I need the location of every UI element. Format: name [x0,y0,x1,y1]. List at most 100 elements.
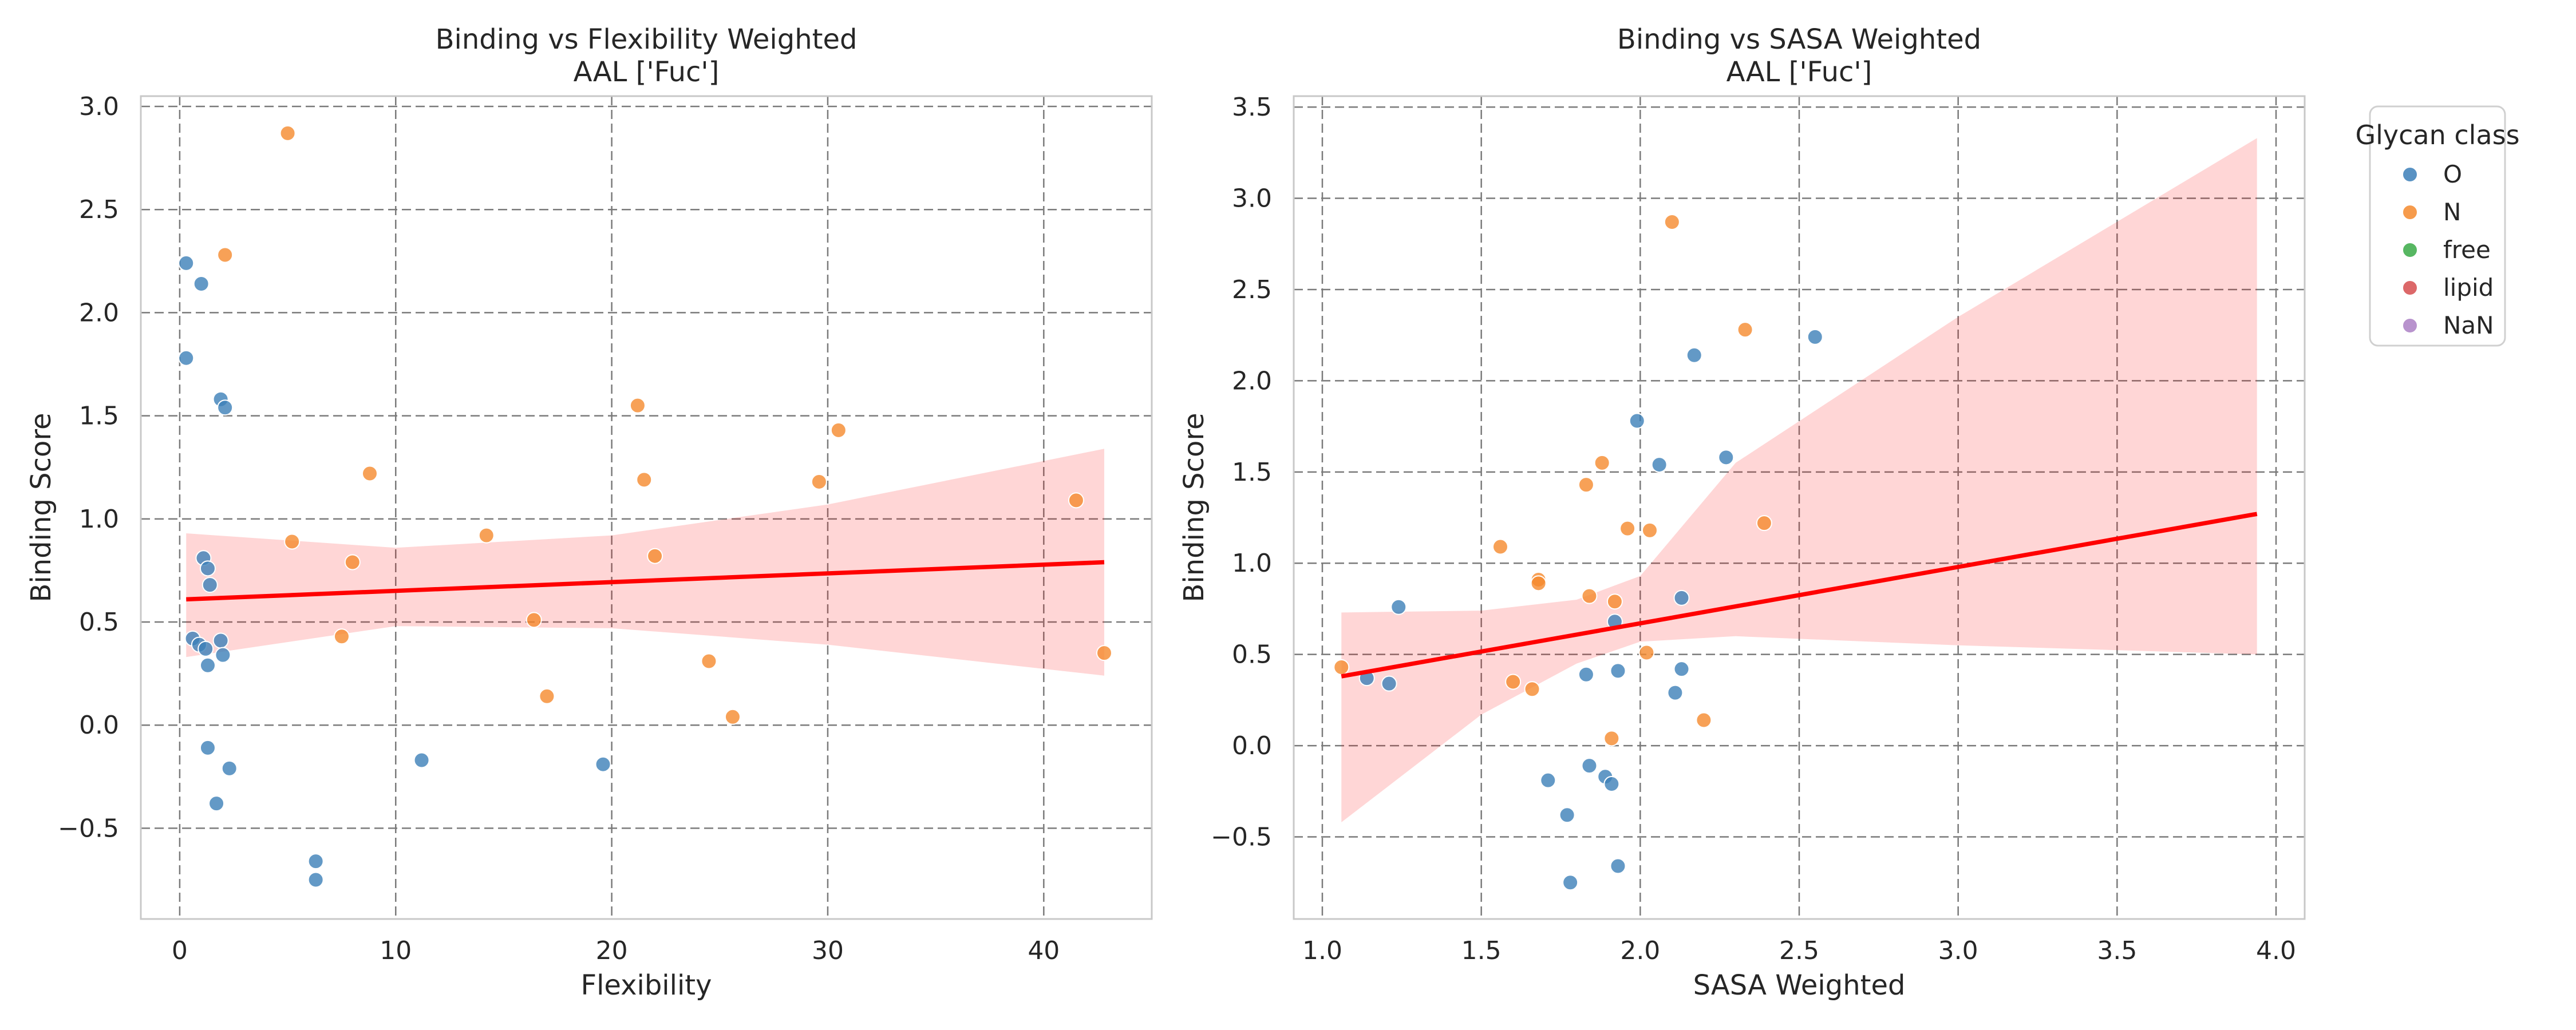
chart-title: Binding vs SASA Weighted [1617,23,1981,56]
y-tick-label: 2.5 [1232,275,1272,304]
y-tick-label: 3.5 [1232,93,1272,122]
data-point [1096,645,1112,661]
data-point [199,739,216,756]
data-point [1606,593,1623,610]
confidence-band [186,449,1104,676]
data-point [178,350,195,366]
data-point [1492,538,1508,555]
x-tick-label: 0 [172,936,188,965]
plot-area [141,96,1152,919]
data-point [1578,666,1594,683]
data-point [1068,492,1084,509]
chart-subtitle: AAL ['Fuc'] [574,56,720,88]
legend-entry-label: lipid [2443,274,2494,302]
data-point [193,275,210,292]
data-point [217,247,234,263]
data-point [724,708,741,725]
y-tick-label: 3.0 [1232,184,1272,213]
data-point [647,548,663,564]
data-point [1756,515,1772,532]
regression-line [1341,512,2258,679]
data-point [636,472,653,488]
data-point [526,612,542,628]
data-point [279,125,296,141]
data-point [221,760,238,777]
x-tick-label: 1.0 [1302,936,1342,965]
data-point [1807,328,1823,345]
data-point [1381,675,1397,692]
y-tick-label: 0.5 [1232,640,1272,670]
data-point [333,628,350,645]
data-point [1505,674,1522,690]
y-axis-label: Binding Score [25,413,57,602]
data-point [215,647,231,663]
data-point [413,752,430,768]
y-tick-label: 2.0 [79,298,119,327]
chart-panel-2: 1.0 1.5 2.0 2.5 3.0 3.5 4.0 −0.5 0.0 0.5 1.0 1.5 2.0… [1178,23,2306,1001]
data-point [1524,681,1540,698]
legend-marker [2402,280,2418,296]
data-point [1603,776,1620,793]
legend-title: Glycan class [2355,120,2519,150]
data-point [1673,589,1690,606]
data-point [1578,477,1594,493]
y-tick-label: 3.0 [79,92,119,121]
x-tick-label: 40 [1028,936,1060,965]
legend-entry-label: N [2443,198,2461,226]
y-tick-label: 1.5 [79,402,119,431]
data-point [1673,661,1690,678]
regression-line [186,560,1105,602]
data-point [701,653,717,670]
data-point [202,577,218,593]
data-point [1530,575,1547,592]
chart-subtitle: AAL ['Fuc'] [1726,56,1872,88]
data-point [478,527,495,544]
y-tick-label: −0.5 [58,814,119,843]
data-point [217,399,234,416]
plot-frame [140,95,1153,920]
x-tick-label: 4.0 [2256,936,2296,965]
plot-area [1294,96,2305,919]
x-tick-label: 3.0 [1938,936,1978,965]
y-tick-label: 1.0 [1232,549,1272,578]
data-point [284,533,301,550]
data-point [307,871,324,888]
data-point [1718,449,1735,466]
y-tick-label: 0.0 [79,711,119,740]
data-point [208,795,225,812]
x-tick-label: 2.0 [1620,936,1660,965]
data-point [212,632,229,649]
data-point [1562,874,1579,891]
data-point [1610,858,1626,874]
y-tick-label: 0.5 [79,608,119,637]
data-point [197,640,214,657]
x-tick-label: 2.5 [1779,936,1819,965]
data-point [1581,758,1598,774]
data-point [1629,413,1645,429]
data-point [1696,712,1712,728]
data-point [1390,599,1407,615]
plot-frame [1293,95,2306,920]
y-axis-label: Binding Score [1178,413,1210,602]
data-point [1333,659,1350,675]
data-point [1540,772,1556,789]
x-axis-label: Flexibility [580,969,712,1001]
data-point [830,422,847,438]
data-point [1638,644,1655,661]
data-point [629,397,646,414]
data-point [1594,454,1610,471]
data-point [1664,214,1680,231]
legend-entry-label: free [2443,236,2491,264]
data-point [1686,347,1702,363]
data-point [1641,522,1658,538]
data-point [361,465,378,482]
data-point [1619,520,1636,537]
data-point [1667,684,1684,701]
y-tick-label: 2.0 [1232,366,1272,395]
data-point [1603,730,1620,747]
x-tick-label: 10 [380,936,412,965]
y-tick-label: −0.5 [1211,823,1272,852]
confidence-band [1341,138,2257,823]
data-point [178,255,195,271]
